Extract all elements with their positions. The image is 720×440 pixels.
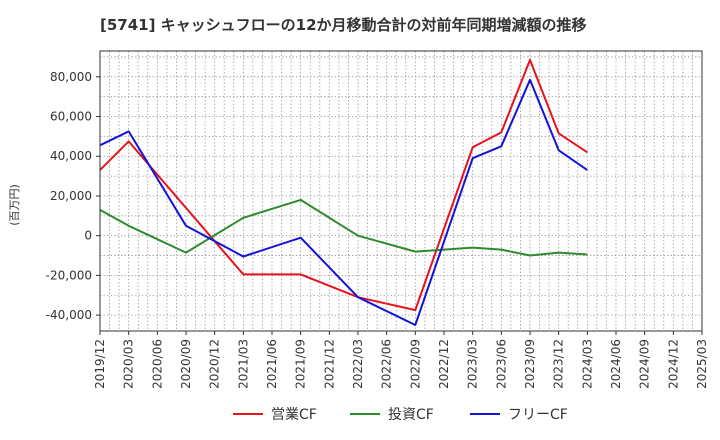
x-tick-label: 2022/09 bbox=[408, 339, 422, 389]
x-tick-label: 2024/06 bbox=[609, 339, 623, 389]
legend: 営業CF 投資CF フリーCF bbox=[233, 407, 568, 423]
x-tick-label: 2020/03 bbox=[122, 339, 136, 389]
series-line-3 bbox=[99, 78, 588, 326]
y-tick-label: -20,000 bbox=[46, 268, 92, 282]
x-tick-label: 2022/03 bbox=[351, 339, 365, 389]
y-tick-label: 40,000 bbox=[50, 149, 92, 163]
plot-frame bbox=[99, 50, 703, 332]
x-tick-label: 2023/06 bbox=[494, 339, 508, 389]
x-tick-label: 2021/06 bbox=[265, 339, 279, 389]
plot-background bbox=[100, 51, 702, 331]
x-tick-label: 2022/06 bbox=[380, 339, 394, 389]
x-tick-label: 2020/06 bbox=[150, 339, 164, 389]
x-tick-label: 2020/09 bbox=[179, 339, 193, 389]
x-tick-label: 2021/12 bbox=[322, 339, 336, 389]
chart-title: [5741] キャッシュフローの12か月移動合計の対前年同期増減額の推移 bbox=[100, 16, 587, 34]
legend-label-2: 投資CF bbox=[388, 407, 434, 423]
x-tick-label: 2025/03 bbox=[695, 339, 709, 389]
x-tick-label: 2024/12 bbox=[666, 339, 680, 389]
x-tick-label: 2021/03 bbox=[236, 339, 250, 389]
plot-area bbox=[99, 50, 703, 332]
y-tick-label: 0 bbox=[84, 229, 92, 243]
y-tick-label: -40,000 bbox=[46, 308, 92, 322]
x-tick-label: 2019/12 bbox=[93, 339, 107, 389]
y-tick-label: 20,000 bbox=[50, 189, 92, 203]
x-tick-label: 2020/12 bbox=[208, 339, 222, 389]
y-tick-label: 60,000 bbox=[50, 110, 92, 124]
grid bbox=[99, 51, 702, 331]
x-tick-label: 2024/03 bbox=[580, 339, 594, 389]
legend-label-1: 営業CF bbox=[271, 407, 317, 423]
series-line-2 bbox=[99, 198, 588, 257]
x-tick-label: 2023/03 bbox=[466, 339, 480, 389]
x-tick-label: 2022/12 bbox=[437, 339, 451, 389]
x-tick-label: 2024/09 bbox=[638, 339, 652, 389]
x-tick-label: 2021/09 bbox=[294, 339, 308, 389]
legend-label-3: フリーCF bbox=[508, 407, 568, 423]
y-tick-label: 80,000 bbox=[50, 70, 92, 84]
series-layer bbox=[99, 58, 588, 326]
x-axis: 2019/12 2020/03 2020/06 2020/09 2020/12 2021/… bbox=[93, 331, 709, 389]
x-tick-label: 2023/12 bbox=[552, 339, 566, 389]
y-axis: -40,000 -20,000 0 20,000 40,000 60,000 80,000 bbox=[46, 70, 100, 322]
series-line-1 bbox=[99, 58, 588, 312]
y-axis-label: (百万円) bbox=[8, 184, 21, 226]
x-tick-label: 2023/09 bbox=[523, 339, 537, 389]
